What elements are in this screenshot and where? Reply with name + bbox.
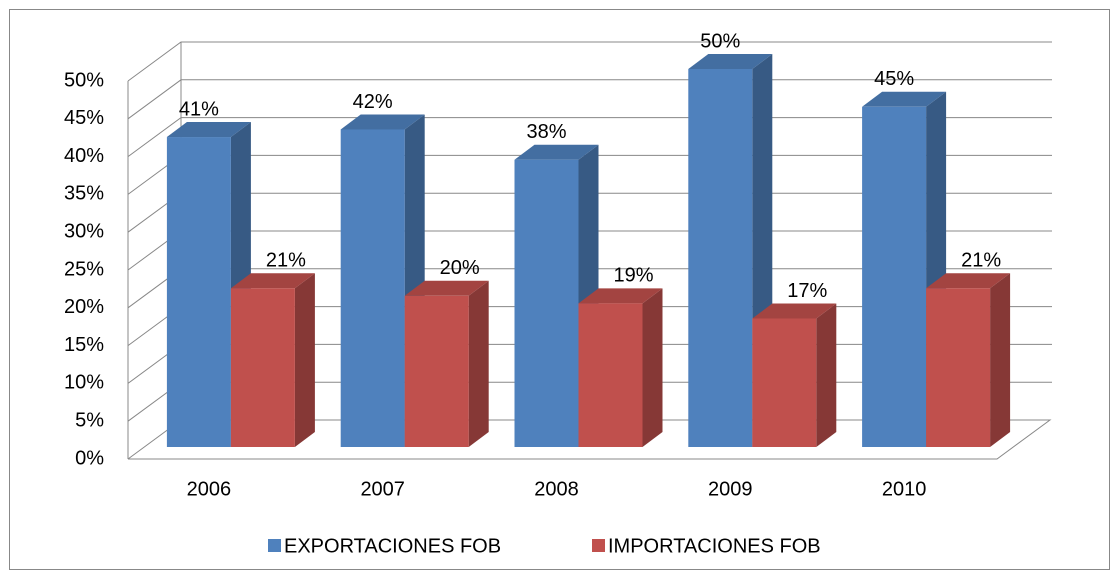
value-label: 50% <box>700 30 740 52</box>
value-label: 38% <box>526 121 566 143</box>
bar <box>340 129 405 448</box>
x-tick-label: 2009 <box>708 478 753 500</box>
bar <box>926 288 991 447</box>
bar-side <box>294 273 315 447</box>
bar-side <box>642 288 663 447</box>
y-tick-label: 5% <box>75 409 104 431</box>
y-tick-label: 45% <box>64 107 104 129</box>
x-tick-label: 2006 <box>187 478 232 500</box>
grid-line <box>127 419 1052 460</box>
value-label: 20% <box>440 257 480 279</box>
bar-top <box>166 122 251 138</box>
y-tick-label: 25% <box>64 258 104 280</box>
legend-label: IMPORTACIONES FOB <box>608 535 821 557</box>
bar-top <box>578 288 663 304</box>
bar-side <box>468 280 489 447</box>
value-label: 41% <box>179 98 219 120</box>
bar-top <box>514 144 599 160</box>
value-label: 19% <box>613 265 653 287</box>
bar-top <box>862 91 947 107</box>
bar <box>166 137 231 448</box>
bar <box>578 303 643 447</box>
bar <box>514 159 579 447</box>
x-tick-label: 2007 <box>360 478 405 500</box>
bar <box>752 318 817 447</box>
legend-swatch <box>592 539 605 552</box>
bar-side <box>816 303 837 447</box>
bar-top <box>688 54 773 69</box>
value-label: 21% <box>266 250 306 272</box>
bar <box>230 288 295 447</box>
bar-side <box>990 273 1011 447</box>
x-tick-label: 2008 <box>534 478 579 500</box>
y-tick-label: 0% <box>75 447 104 469</box>
bar-top <box>752 303 837 319</box>
y-tick-label: 15% <box>64 334 104 356</box>
y-tick-label: 20% <box>64 296 104 318</box>
value-label: 45% <box>874 68 914 90</box>
value-label: 42% <box>353 91 393 113</box>
x-tick-label: 2010 <box>882 478 927 500</box>
y-tick-label: 30% <box>64 220 104 242</box>
y-tick-label: 50% <box>64 69 104 91</box>
value-label: 17% <box>787 280 827 302</box>
bar <box>688 69 753 447</box>
bar-top <box>926 273 1011 289</box>
bar-top <box>230 273 315 289</box>
legend-label: EXPORTACIONES FOB <box>284 535 501 557</box>
bar <box>404 295 469 447</box>
y-tick-label: 35% <box>64 183 104 205</box>
value-label: 21% <box>961 250 1001 272</box>
y-tick-label: 40% <box>64 145 104 167</box>
bar-top <box>340 114 425 130</box>
y-tick-label: 10% <box>64 372 104 394</box>
bar-top <box>404 280 489 296</box>
grid-line <box>127 41 1052 82</box>
bar <box>862 106 927 448</box>
legend-swatch <box>268 539 281 552</box>
